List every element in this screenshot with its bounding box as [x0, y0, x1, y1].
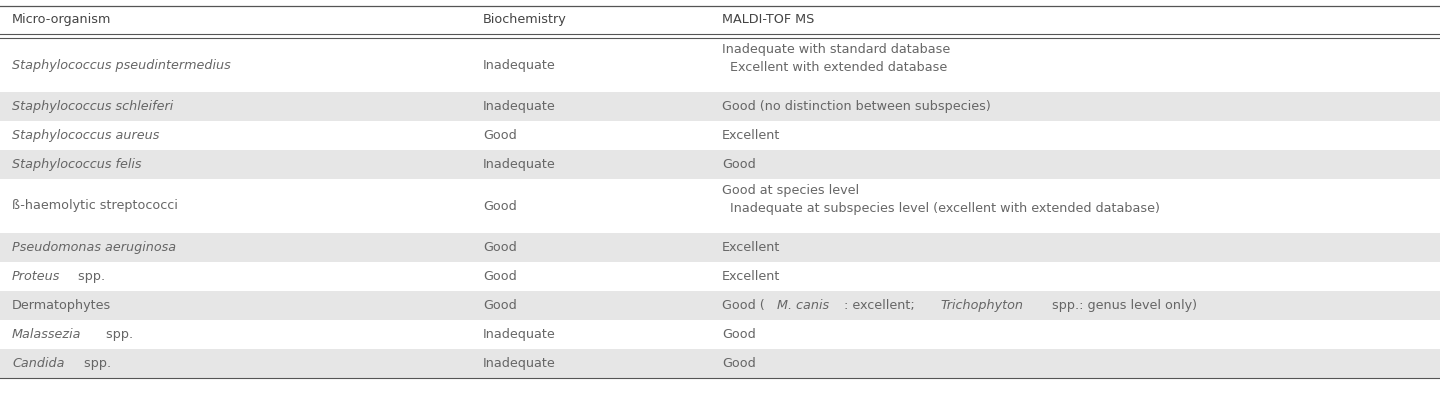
- Bar: [0, 150, 1440, 179]
- Text: Inadequate at subspecies level (excellent with extended database): Inadequate at subspecies level (excellen…: [721, 202, 1159, 215]
- Text: spp.: genus level only): spp.: genus level only): [1048, 299, 1197, 312]
- Bar: [0, 179, 1440, 233]
- Text: Good: Good: [721, 158, 756, 171]
- Text: Inadequate: Inadequate: [482, 158, 556, 171]
- Text: Good: Good: [482, 270, 517, 283]
- Bar: [0, 38, 1440, 92]
- Text: Good (no distinction between subspecies): Good (no distinction between subspecies): [721, 100, 991, 113]
- Bar: [0, 121, 1440, 150]
- Text: Good: Good: [482, 241, 517, 254]
- Text: Staphylococcus schleiferi: Staphylococcus schleiferi: [12, 100, 173, 113]
- Text: Good: Good: [721, 357, 756, 370]
- Bar: [0, 92, 1440, 121]
- Bar: [0, 320, 1440, 349]
- Text: ß-haemolytic streptococci: ß-haemolytic streptococci: [12, 199, 179, 212]
- Text: Good at species level: Good at species level: [721, 184, 860, 197]
- Bar: [0, 262, 1440, 291]
- Text: Proteus: Proteus: [12, 270, 60, 283]
- Text: Excellent: Excellent: [721, 241, 780, 254]
- Text: spp.: spp.: [102, 328, 132, 341]
- Text: spp.: spp.: [79, 357, 111, 370]
- Text: Inadequate: Inadequate: [482, 357, 556, 370]
- Text: Inadequate: Inadequate: [482, 59, 556, 72]
- Bar: [0, 291, 1440, 320]
- Text: Inadequate with standard database: Inadequate with standard database: [721, 44, 950, 57]
- Bar: [0, 233, 1440, 262]
- Text: Inadequate: Inadequate: [482, 100, 556, 113]
- Text: Dermatophytes: Dermatophytes: [12, 299, 111, 312]
- Text: Micro-organism: Micro-organism: [12, 13, 111, 26]
- Text: Good: Good: [482, 199, 517, 212]
- Text: Biochemistry: Biochemistry: [482, 13, 567, 26]
- Text: Good: Good: [482, 129, 517, 142]
- Text: M. canis: M. canis: [778, 299, 829, 312]
- Text: Staphylococcus pseudintermedius: Staphylococcus pseudintermedius: [12, 59, 230, 72]
- Text: Staphylococcus felis: Staphylococcus felis: [12, 158, 141, 171]
- Text: Candida: Candida: [12, 357, 65, 370]
- Text: Trichophyton: Trichophyton: [940, 299, 1024, 312]
- Text: : excellent;: : excellent;: [844, 299, 919, 312]
- Text: spp.: spp.: [75, 270, 105, 283]
- Text: MALDI-TOF MS: MALDI-TOF MS: [721, 13, 815, 26]
- Text: Excellent with extended database: Excellent with extended database: [721, 61, 948, 74]
- Text: Good: Good: [482, 299, 517, 312]
- Text: Staphylococcus aureus: Staphylococcus aureus: [12, 129, 160, 142]
- Text: Excellent: Excellent: [721, 270, 780, 283]
- Text: Pseudomonas aeruginosa: Pseudomonas aeruginosa: [12, 241, 176, 254]
- Bar: [0, 349, 1440, 378]
- Text: Good: Good: [721, 328, 756, 341]
- Text: Inadequate: Inadequate: [482, 328, 556, 341]
- Text: Good (: Good (: [721, 299, 765, 312]
- Text: Excellent: Excellent: [721, 129, 780, 142]
- Text: Malassezia: Malassezia: [12, 328, 82, 341]
